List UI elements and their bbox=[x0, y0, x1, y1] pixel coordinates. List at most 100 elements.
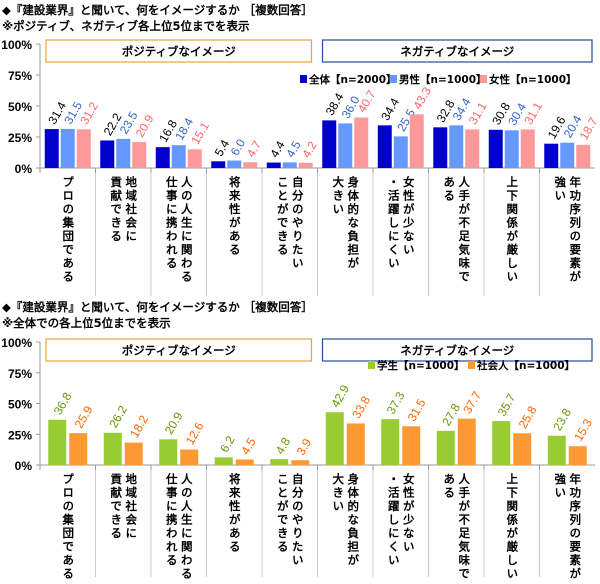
chart-1-title: ◆『建設業界』と聞いて、何をイメージするか ［複数回答］ bbox=[2, 3, 313, 17]
category-label: 身体的な負担が 大きい bbox=[331, 176, 361, 271]
bar bbox=[544, 143, 559, 168]
group-banner-label: ポジティブなイメージ bbox=[122, 45, 237, 59]
data-label: 6.2 bbox=[217, 433, 238, 455]
data-label: 3.9 bbox=[294, 436, 315, 458]
category-label: 年功序列の要素が 強い bbox=[553, 473, 583, 581]
bar bbox=[338, 123, 353, 168]
data-label: 20.9 bbox=[162, 409, 186, 437]
data-label: 25.9 bbox=[72, 403, 96, 431]
data-label: 37.3 bbox=[384, 389, 408, 417]
bar bbox=[409, 114, 424, 168]
bar bbox=[381, 419, 400, 465]
bar bbox=[155, 147, 170, 168]
data-label: 33.8 bbox=[349, 393, 373, 421]
category-label: 身体的な負担が 大きい bbox=[331, 473, 361, 568]
category-label: 女性が少ない ・活躍しにくい bbox=[386, 473, 416, 568]
category-label: 上下関係が厳しい bbox=[505, 176, 520, 284]
data-label: 15.3 bbox=[571, 416, 595, 444]
bar bbox=[354, 117, 369, 168]
bar bbox=[100, 140, 115, 168]
bar bbox=[560, 142, 575, 168]
chart-2-title: ◆『建設業界』と聞いて、何をイメージするか ［複数回答］ bbox=[2, 300, 313, 314]
bar bbox=[346, 423, 365, 465]
y-tick-label: 50% bbox=[8, 398, 32, 412]
bar bbox=[436, 430, 455, 465]
bar bbox=[547, 435, 566, 465]
bar bbox=[393, 136, 408, 168]
category-label: 地域社会に 貢献できる bbox=[109, 176, 139, 244]
data-label: 6.0 bbox=[228, 136, 249, 158]
legend-swatch bbox=[390, 75, 397, 83]
group-banner-label: ポジティブなイメージ bbox=[122, 344, 237, 358]
y-tick-label: 25% bbox=[8, 131, 32, 145]
bar bbox=[227, 160, 242, 168]
y-tick-label: 0% bbox=[15, 162, 33, 176]
data-label: 31.1 bbox=[521, 99, 545, 127]
category-label: 人の人生に関わる 仕事に携われる bbox=[164, 176, 194, 284]
bar bbox=[211, 161, 226, 168]
bar bbox=[266, 162, 281, 168]
chart-1-subtitle: ※ポジティブ、ネガティブ各上位5位までを表示 bbox=[2, 19, 250, 33]
data-label: 31.5 bbox=[405, 396, 429, 424]
bar bbox=[76, 129, 91, 168]
group-banner-label: ネガティブなイメージ bbox=[400, 45, 515, 59]
group-banner bbox=[45, 338, 313, 362]
bar bbox=[124, 442, 143, 465]
bar bbox=[504, 130, 519, 168]
bar bbox=[513, 433, 532, 465]
data-label: 43.3 bbox=[410, 84, 434, 112]
category-label: プロの集団である bbox=[61, 473, 76, 581]
group-banner bbox=[45, 39, 313, 63]
y-tick-label: 25% bbox=[8, 428, 32, 442]
legend-swatch bbox=[468, 361, 475, 369]
bar bbox=[69, 433, 88, 465]
legend-swatch bbox=[368, 361, 375, 369]
bar bbox=[243, 162, 258, 168]
bar bbox=[520, 129, 535, 168]
data-label: 35.7 bbox=[495, 391, 519, 419]
bar bbox=[322, 120, 337, 168]
data-label: 4.7 bbox=[244, 138, 265, 160]
y-tick-label: 75% bbox=[8, 367, 32, 381]
bar bbox=[48, 419, 67, 465]
data-label: 4.5 bbox=[238, 435, 259, 457]
legend-label: 女性【n=1000】 bbox=[489, 73, 577, 86]
bar bbox=[187, 149, 202, 168]
bar bbox=[270, 459, 289, 465]
data-label: 4.2 bbox=[299, 139, 320, 161]
bar bbox=[103, 432, 122, 465]
legend-swatch bbox=[300, 75, 307, 83]
y-tick-label: 75% bbox=[8, 69, 32, 83]
bar bbox=[449, 125, 464, 168]
bar bbox=[568, 446, 587, 465]
category-label: 自分のやりたい ことができる bbox=[275, 176, 305, 271]
legend-label: 男性【n=1000】 bbox=[399, 73, 487, 86]
data-label: 36.8 bbox=[51, 390, 75, 418]
category-label: 地域社会に 貢献できる bbox=[109, 473, 139, 541]
legend-label: 学生【n=1000】 bbox=[377, 359, 465, 372]
bar bbox=[60, 128, 75, 168]
bar bbox=[171, 145, 186, 168]
bar bbox=[377, 125, 392, 168]
bar bbox=[44, 129, 59, 168]
bar bbox=[402, 426, 421, 465]
category-label: 人の人生に関わる 仕事に携われる bbox=[164, 473, 194, 581]
bar bbox=[180, 449, 199, 465]
category-label: 将来性がある bbox=[227, 176, 242, 257]
category-label: 女性が少ない ・活躍しにくい bbox=[386, 176, 416, 271]
bar bbox=[576, 144, 591, 168]
bar bbox=[325, 412, 344, 465]
data-label: 26.2 bbox=[106, 403, 130, 431]
bar bbox=[298, 162, 313, 168]
data-label: 40.7 bbox=[355, 88, 379, 116]
category-label: 年功序列の要素が 強い bbox=[553, 176, 583, 284]
bar bbox=[291, 460, 310, 465]
data-label: 25.8 bbox=[516, 403, 540, 431]
y-tick-label: 100% bbox=[1, 38, 32, 52]
bar bbox=[116, 138, 131, 168]
data-label: 31.2 bbox=[77, 99, 101, 127]
group-banner-label: ネガティブなイメージ bbox=[400, 344, 515, 358]
data-label: 18.2 bbox=[127, 413, 151, 441]
